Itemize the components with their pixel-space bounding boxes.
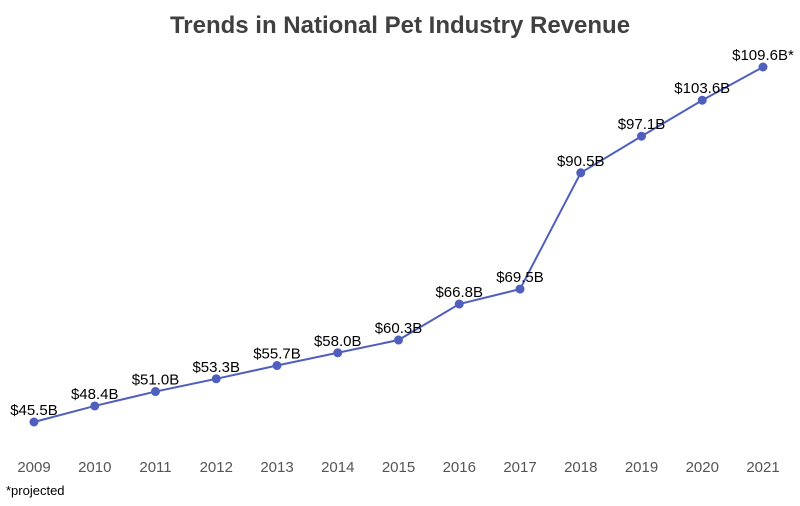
data-point-2009: [29, 417, 39, 427]
data-point-2013: [272, 361, 282, 371]
data-label-2021: $109.6B*: [732, 47, 794, 64]
data-point-2011: [151, 387, 160, 397]
x-tick-label-2020: 2020: [686, 459, 719, 476]
x-tick-label-2014: 2014: [321, 459, 354, 476]
x-tick-label-2021: 2021: [746, 459, 779, 476]
data-label-2020: $103.6B: [674, 80, 730, 97]
x-tick-label-2010: 2010: [78, 459, 111, 476]
data-point-2017: [515, 284, 525, 294]
data-point-2018: [576, 168, 586, 178]
data-point-2016: [454, 299, 464, 309]
x-tick-label-2012: 2012: [200, 459, 233, 476]
data-label-2010: $48.4B: [71, 386, 119, 403]
data-point-2020: [697, 95, 707, 105]
data-label-2016: $66.8B: [435, 284, 483, 301]
data-point-2021: [758, 62, 768, 72]
data-label-2012: $53.3B: [192, 359, 240, 376]
data-label-2013: $55.7B: [253, 346, 301, 363]
x-tick-label-2016: 2016: [443, 459, 476, 476]
data-point-2019: [637, 131, 646, 141]
data-point-2014: [333, 348, 343, 358]
data-point-2015: [394, 335, 403, 345]
data-label-2009: $45.5B: [10, 402, 58, 419]
chart-title: Trends in National Pet Industry Revenue: [169, 12, 631, 39]
data-point-2012: [211, 374, 221, 384]
data-label-2018: $90.5B: [557, 153, 605, 170]
x-tick-label-2013: 2013: [260, 459, 293, 476]
x-tick-label-2009: 2009: [17, 459, 50, 476]
x-tick-label-2018: 2018: [564, 459, 597, 476]
data-label-2014: $58.0B: [314, 333, 362, 350]
footnote: *projected: [6, 483, 65, 498]
x-tick-label-2011: 2011: [139, 459, 171, 476]
data-label-2017: $69.5B: [496, 269, 544, 286]
x-tick-label-2019: 2019: [625, 459, 658, 476]
data-label-2019: $97.1B: [618, 116, 666, 133]
data-point-2010: [90, 401, 100, 411]
data-label-2015: $60.3B: [375, 320, 423, 337]
x-tick-label-2015: 2015: [382, 459, 415, 476]
data-label-2011: $51.0B: [132, 372, 180, 389]
x-tick-label-2017: 2017: [503, 459, 536, 476]
